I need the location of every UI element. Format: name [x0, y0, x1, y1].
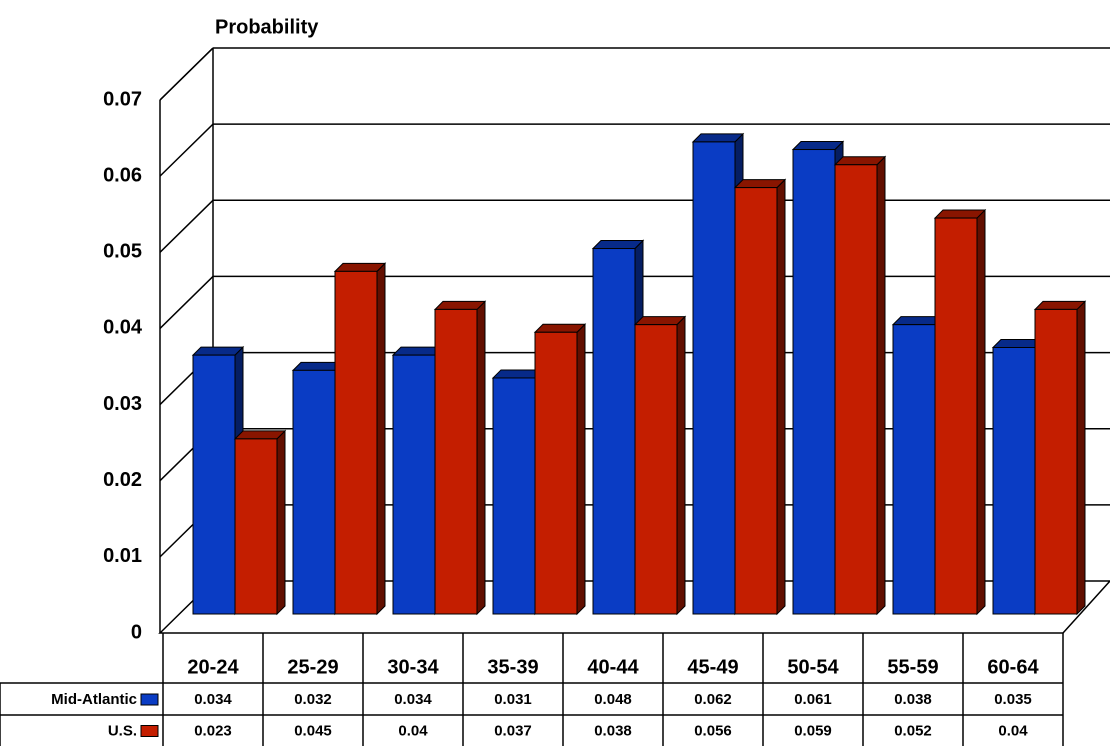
bar-side — [776, 178, 786, 616]
legend-swatch — [140, 693, 159, 706]
bar-side — [876, 155, 886, 616]
table-cell: 0.045 — [294, 722, 332, 739]
bar — [892, 324, 936, 615]
x-tick-label: 55-59 — [887, 656, 938, 678]
bar — [392, 354, 436, 615]
y-tick-label: 0.02 — [103, 469, 142, 491]
bar — [792, 149, 836, 615]
table-cell: 0.031 — [494, 691, 532, 708]
bar — [434, 308, 478, 615]
bar — [492, 377, 536, 615]
bar — [1034, 308, 1078, 615]
table-cell: 0.023 — [194, 722, 232, 739]
bar-side — [476, 300, 486, 616]
bar-side — [576, 323, 586, 616]
y-tick-label: 0.04 — [103, 317, 143, 339]
table-cell: 0.04 — [998, 722, 1028, 739]
x-tick-label: 50-54 — [787, 656, 839, 678]
y-tick-label: 0.06 — [103, 164, 142, 186]
table-cell: 0.059 — [794, 722, 832, 739]
table-cell: 0.048 — [594, 691, 632, 708]
bar-top — [591, 240, 645, 250]
bar — [592, 248, 636, 615]
chart-title: Probability — [215, 16, 319, 38]
bar — [934, 217, 978, 615]
bar-top — [1033, 300, 1087, 310]
bar-side — [976, 208, 986, 616]
bar — [292, 369, 336, 615]
bar — [834, 164, 878, 615]
table-cell: 0.038 — [594, 722, 632, 739]
x-tick-label: 35-39 — [487, 656, 538, 678]
legend-swatch — [140, 725, 159, 737]
table-cell: 0.035 — [994, 691, 1032, 708]
bar-side — [276, 429, 286, 616]
x-tick-label: 30-34 — [387, 656, 439, 678]
side-grid-line — [159, 275, 214, 329]
table-cell: 0.062 — [694, 691, 732, 708]
bar — [734, 187, 778, 615]
x-tick-label: 45-49 — [687, 656, 738, 678]
table-cell: 0.061 — [794, 691, 832, 708]
y-tick-label: 0.01 — [103, 545, 142, 567]
bar-top — [833, 156, 887, 166]
y-tick-label: 0.03 — [103, 393, 142, 415]
table-cell: 0.034 — [194, 691, 232, 708]
legend-label: U.S. — [108, 722, 137, 739]
side-grid-line — [159, 47, 214, 101]
side-grid-line — [159, 199, 214, 253]
x-tick-label: 20-24 — [187, 656, 239, 678]
x-tick-label: 60-64 — [987, 656, 1039, 678]
bar-top — [233, 430, 287, 440]
bar-side — [676, 315, 686, 616]
bar-top — [191, 346, 245, 356]
y-tick-label: 0.05 — [103, 241, 142, 263]
bar-top — [433, 300, 487, 310]
table-cell: 0.034 — [394, 691, 432, 708]
y-tick-label: 0 — [131, 621, 142, 643]
bar — [692, 141, 736, 615]
bar — [992, 347, 1036, 615]
table-cell: 0.056 — [694, 722, 732, 739]
bar-top — [791, 141, 845, 151]
legend-label: Mid-Atlantic — [51, 691, 137, 708]
table-cell: 0.04 — [398, 722, 428, 739]
bar — [234, 438, 278, 615]
x-tick-label: 40-44 — [587, 656, 639, 678]
bar — [192, 354, 236, 615]
bar-top — [633, 316, 687, 326]
table-cell: 0.037 — [494, 722, 532, 739]
table-cell: 0.052 — [894, 722, 932, 739]
bar — [534, 331, 578, 615]
bar-top — [933, 209, 987, 219]
bar-top — [733, 179, 787, 189]
table-cell: 0.032 — [294, 691, 332, 708]
bar — [634, 324, 678, 615]
side-grid-line — [159, 123, 214, 177]
bar-side — [1076, 300, 1086, 616]
bar-top — [533, 323, 587, 333]
bar-top — [691, 133, 745, 143]
y-tick-label: 0.07 — [103, 88, 142, 110]
bar — [334, 270, 378, 615]
x-tick-label: 25-29 — [287, 656, 338, 678]
bar-side — [376, 262, 386, 616]
table-cell: 0.038 — [894, 691, 932, 708]
bar-top — [333, 262, 387, 272]
